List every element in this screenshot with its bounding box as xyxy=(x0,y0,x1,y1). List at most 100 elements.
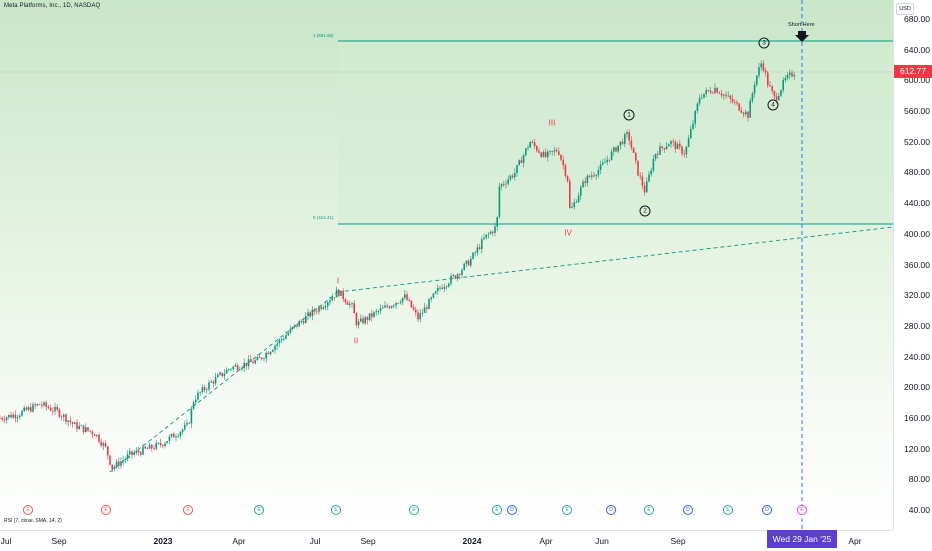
candle-body xyxy=(602,162,604,165)
candle-body xyxy=(654,153,657,160)
candle-body xyxy=(263,358,265,360)
earnings-event-icon[interactable]: E xyxy=(254,505,264,515)
candle-body xyxy=(762,63,765,71)
candle-body xyxy=(463,263,465,270)
candle-body xyxy=(382,307,384,309)
time-tick-label: 2024 xyxy=(462,536,482,546)
price-tick-label: 600.00 xyxy=(904,75,930,86)
time-tick-label: Jul xyxy=(0,536,12,546)
candle-body xyxy=(1,418,3,420)
wave-circle-1: 1 xyxy=(623,109,635,121)
candle-body xyxy=(714,87,716,93)
earnings-event-icon[interactable]: E xyxy=(23,505,33,515)
price-plot[interactable] xyxy=(0,0,893,530)
candle-body xyxy=(357,321,360,326)
candle-body xyxy=(322,307,325,309)
earnings-event-icon[interactable]: E xyxy=(409,505,419,515)
candle-body xyxy=(525,148,527,156)
earnings-event-icon[interactable]: E xyxy=(183,505,193,515)
candle-body xyxy=(551,150,553,152)
candle-body xyxy=(25,407,28,410)
candle-body xyxy=(12,414,14,418)
candle-body xyxy=(98,434,100,442)
candle-body xyxy=(353,303,355,314)
candle-body xyxy=(173,433,175,438)
candle-body xyxy=(232,366,234,370)
fib-zone xyxy=(338,41,893,224)
candle-body xyxy=(769,85,771,87)
candle-body xyxy=(228,369,230,371)
earnings-event-icon[interactable]: E xyxy=(562,505,572,515)
candle-body xyxy=(580,187,582,196)
candle-body xyxy=(254,360,256,364)
dividend-event-icon[interactable]: D xyxy=(762,505,772,515)
candle-body xyxy=(564,165,567,176)
candle-body xyxy=(41,404,43,406)
earnings-event-icon[interactable]: E xyxy=(492,505,502,515)
candle-body xyxy=(126,454,129,459)
candle-body xyxy=(331,297,333,301)
dividend-event-icon[interactable]: D xyxy=(507,505,517,515)
candle-body xyxy=(102,443,105,446)
candle-body xyxy=(531,142,534,143)
wave-circle-3: 3 xyxy=(758,37,770,49)
earnings-event-icon[interactable]: E xyxy=(644,505,654,515)
candle-body xyxy=(78,425,80,430)
candle-body xyxy=(476,247,479,253)
candle-body xyxy=(162,445,164,447)
dividend-event-icon[interactable]: D xyxy=(606,505,616,515)
time-tick-label: Sep xyxy=(51,536,67,546)
time-tick-label: Jul xyxy=(309,536,321,546)
candle-body xyxy=(604,162,606,163)
time-axis[interactable]: Jul Sep 2023 Apr Jul Sep 2024 Apr Jun Sep Apr xyxy=(0,530,893,551)
earnings-event-icon[interactable]: E xyxy=(101,505,111,515)
price-tick-label: 360.00 xyxy=(904,259,930,270)
candle-body xyxy=(782,80,784,91)
candle-body xyxy=(749,100,751,118)
candle-body xyxy=(76,422,78,430)
candle-body xyxy=(584,181,586,184)
candle-body xyxy=(151,444,153,449)
candle-body xyxy=(547,151,549,157)
candle-body xyxy=(767,72,769,86)
candle-body xyxy=(415,309,417,313)
candle-body xyxy=(553,150,556,152)
candle-body xyxy=(239,369,241,370)
candle-body xyxy=(509,175,512,180)
candle-body xyxy=(443,286,446,289)
candle-body xyxy=(3,419,6,421)
candle-body xyxy=(676,143,679,149)
candle-body xyxy=(540,152,542,157)
candle-body xyxy=(643,185,646,193)
candle-body xyxy=(298,321,300,327)
short-here-label: Short Here xyxy=(788,22,815,28)
trendline-upper[interactable] xyxy=(337,226,893,293)
candle-body xyxy=(344,299,347,303)
candle-body xyxy=(221,372,223,377)
chart-area[interactable]: Meta Platforms, Inc., 1D, NASDAQ 1 (651.… xyxy=(0,0,893,530)
candle-body xyxy=(313,309,316,312)
candle-body xyxy=(478,247,481,250)
candle-body xyxy=(538,150,540,153)
candle-body xyxy=(432,293,435,298)
candle-body xyxy=(606,159,608,163)
dividend-event-icon[interactable]: D xyxy=(683,505,693,515)
currency-badge[interactable]: USD xyxy=(896,3,914,15)
price-tick-label: 400.00 xyxy=(904,228,930,239)
candle-body xyxy=(300,320,303,322)
arrow-down-icon xyxy=(795,31,809,42)
candle-body xyxy=(406,294,408,301)
rsi-indicator-label[interactable]: RSI (7, close, SMA, 14, 2) xyxy=(4,518,62,524)
earnings-event-icon[interactable]: E xyxy=(331,505,341,515)
candle-body xyxy=(52,410,54,412)
earnings-event-icon[interactable]: E xyxy=(797,505,807,515)
candle-body xyxy=(320,306,322,309)
price-axis[interactable]: 680.00 640.00 600.00 560.00 520.00 480.00 440.… xyxy=(893,0,932,530)
candle-body xyxy=(613,147,615,152)
wave-label-ii: II xyxy=(353,336,359,346)
wave-circle-4: 4 xyxy=(767,99,779,111)
candle-body xyxy=(742,112,745,115)
earnings-event-icon[interactable]: E xyxy=(723,505,733,515)
candle-body xyxy=(586,175,589,184)
candle-body xyxy=(175,436,177,438)
